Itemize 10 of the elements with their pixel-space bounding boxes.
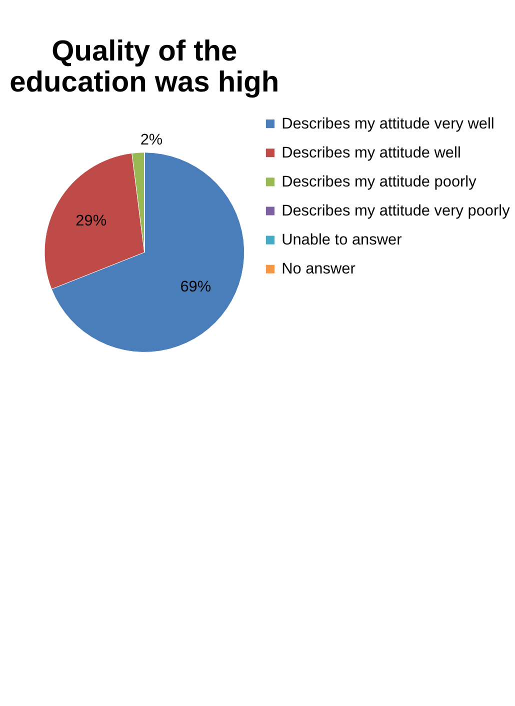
data-label: 2%: [140, 131, 163, 148]
legend-label: Describes my attitude very well: [282, 115, 494, 132]
legend-label: Describes my attitude poorly: [282, 173, 477, 190]
legend-label: Describes my attitude very poorly: [282, 202, 510, 220]
data-label: 69%: [180, 278, 212, 296]
legend-label: No answer: [282, 260, 356, 278]
data-label: 29%: [76, 212, 107, 230]
legend-label: Describes my attitude well: [282, 144, 461, 162]
legend-label: Unable to answer: [282, 232, 402, 249]
chart-title: Quality of the education was high: [10, 36, 280, 99]
